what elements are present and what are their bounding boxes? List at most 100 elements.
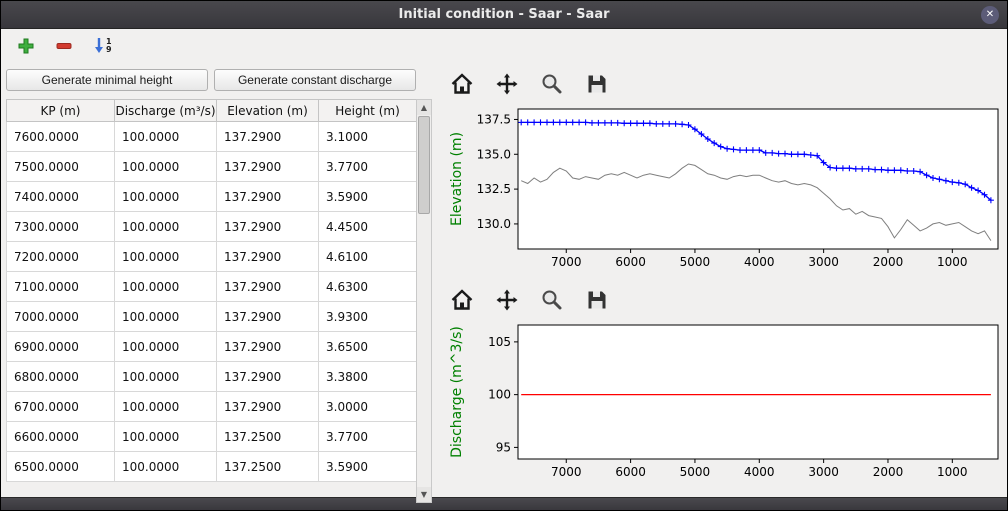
- initial-condition-panel: Generate minimal height Generate constan…: [1, 63, 438, 503]
- table-cell-discharge[interactable]: 100.0000: [114, 331, 217, 362]
- close-button[interactable]: ✕: [981, 6, 999, 24]
- table-cell-height[interactable]: 3.7700: [318, 151, 417, 182]
- table-cell-kp[interactable]: 7600.0000: [6, 121, 115, 152]
- scrollbar-thumb[interactable]: [418, 116, 430, 214]
- table-cell-height[interactable]: 4.6300: [318, 271, 417, 302]
- table-cell-elevation[interactable]: 137.2900: [216, 151, 319, 182]
- table-row[interactable]: 6700.0000 100.0000 137.2900 3.0000: [6, 391, 417, 422]
- table-cell-elevation[interactable]: 137.2900: [216, 391, 319, 422]
- table-cell-height[interactable]: 4.6100: [318, 241, 417, 272]
- table-cell-discharge[interactable]: 100.0000: [114, 181, 217, 212]
- table-cell-height[interactable]: 3.7700: [318, 421, 417, 452]
- svg-text:5000: 5000: [680, 255, 711, 269]
- column-header[interactable]: Height (m): [318, 99, 417, 122]
- table-row[interactable]: 6500.0000 100.0000 137.2500 3.5900: [6, 451, 417, 482]
- add-row-button[interactable]: [17, 37, 35, 55]
- column-header[interactable]: KP (m): [6, 99, 115, 122]
- home-icon: [451, 73, 473, 94]
- initial-condition-table: KP (m) Discharge (m³/s) Elevation (m) Heigh…: [6, 99, 417, 482]
- column-header[interactable]: Elevation (m): [216, 99, 319, 122]
- table-row[interactable]: 7100.0000 100.0000 137.2900 4.6300: [6, 271, 417, 302]
- table-cell-height[interactable]: 3.0000: [318, 391, 417, 422]
- table-cell-discharge[interactable]: 100.0000: [114, 391, 217, 422]
- svg-text:95: 95: [496, 440, 511, 454]
- scroll-down-button[interactable]: ▼: [417, 487, 431, 502]
- table-cell-discharge[interactable]: 100.0000: [114, 271, 217, 302]
- table-cell-kp[interactable]: 7000.0000: [6, 301, 115, 332]
- table-cell-elevation[interactable]: 137.2900: [216, 241, 319, 272]
- table-cell-height[interactable]: 3.5900: [318, 181, 417, 212]
- pan-button[interactable]: [493, 286, 521, 314]
- table-row[interactable]: 6900.0000 100.0000 137.2900 3.6500: [6, 331, 417, 362]
- table-cell-discharge[interactable]: 100.0000: [114, 451, 217, 482]
- table-row[interactable]: 7400.0000 100.0000 137.2900 3.5900: [6, 181, 417, 212]
- table-cell-elevation[interactable]: 137.2500: [216, 421, 319, 452]
- svg-text:Discharge (m^3/s): Discharge (m^3/s): [449, 326, 465, 458]
- table-cell-height[interactable]: 4.4500: [318, 211, 417, 242]
- table-row[interactable]: 7500.0000 100.0000 137.2900 3.7700: [6, 151, 417, 182]
- table-scrollbar[interactable]: ▲ ▼: [416, 99, 432, 503]
- table-cell-height[interactable]: 3.6500: [318, 331, 417, 362]
- table-cell-kp[interactable]: 7500.0000: [6, 151, 115, 182]
- svg-text:137.5: 137.5: [477, 112, 511, 126]
- table-cell-elevation[interactable]: 137.2900: [216, 271, 319, 302]
- table-cell-kp[interactable]: 6600.0000: [6, 421, 115, 452]
- table-cell-discharge[interactable]: 100.0000: [114, 121, 217, 152]
- title-bar[interactable]: Initial condition - Saar - Saar ✕: [1, 1, 1007, 29]
- discharge-plot-canvas[interactable]: 7000 6000 5000 4000 3000 2000 1000 95 100 105 Disc…: [446, 317, 1006, 489]
- table-cell-elevation[interactable]: 137.2900: [216, 121, 319, 152]
- remove-row-button[interactable]: [55, 37, 73, 55]
- table-cell-discharge[interactable]: 100.0000: [114, 421, 217, 452]
- table-cell-discharge[interactable]: 100.0000: [114, 301, 217, 332]
- table-cell-kp[interactable]: 6800.0000: [6, 361, 115, 392]
- table-cell-height[interactable]: 3.3800: [318, 361, 417, 392]
- table-cell-elevation[interactable]: 137.2900: [216, 361, 319, 392]
- column-header[interactable]: Discharge (m³/s): [114, 99, 217, 122]
- scroll-up-button[interactable]: ▲: [417, 100, 431, 115]
- table-cell-kp[interactable]: 7400.0000: [6, 181, 115, 212]
- table-cell-discharge[interactable]: 100.0000: [114, 241, 217, 272]
- svg-text:2000: 2000: [873, 465, 904, 479]
- table-cell-kp[interactable]: 7100.0000: [6, 271, 115, 302]
- table-cell-kp[interactable]: 6700.0000: [6, 391, 115, 422]
- save-figure-button[interactable]: [583, 70, 611, 98]
- table-row[interactable]: 7600.0000 100.0000 137.2900 3.1000: [6, 121, 417, 152]
- table-row[interactable]: 7300.0000 100.0000 137.2900 4.4500: [6, 211, 417, 242]
- home-button[interactable]: [448, 286, 476, 314]
- save-figure-button[interactable]: [583, 286, 611, 314]
- table-cell-discharge[interactable]: 100.0000: [114, 151, 217, 182]
- sort-digits: 1 9: [106, 37, 112, 54]
- sort-rows-button[interactable]: 1 9: [93, 36, 112, 56]
- table-cell-elevation[interactable]: 137.2500: [216, 451, 319, 482]
- table-cell-elevation[interactable]: 137.2900: [216, 211, 319, 242]
- home-button[interactable]: [448, 70, 476, 98]
- svg-text:130.0: 130.0: [477, 217, 511, 231]
- table-row[interactable]: 6800.0000 100.0000 137.2900 3.3800: [6, 361, 417, 392]
- svg-text:6000: 6000: [615, 465, 646, 479]
- generate-minimal-height-button[interactable]: Generate minimal height: [6, 69, 208, 91]
- zoom-button[interactable]: [538, 286, 566, 314]
- table-cell-height[interactable]: 3.9300: [318, 301, 417, 332]
- svg-text:4000: 4000: [744, 255, 775, 269]
- generate-constant-discharge-button[interactable]: Generate constant discharge: [214, 69, 416, 91]
- elevation-plot-canvas[interactable]: 7000 6000 5000 4000 3000 2000 1000 130.0 132.5 13…: [446, 101, 1006, 279]
- table-cell-height[interactable]: 3.1000: [318, 121, 417, 152]
- plots-panel: 7000 6000 5000 4000 3000 2000 1000 130.0 132.5 13…: [438, 63, 1007, 497]
- table-cell-elevation[interactable]: 137.2900: [216, 301, 319, 332]
- table-row[interactable]: 6600.0000 100.0000 137.2500 3.7700: [6, 421, 417, 452]
- table-cell-elevation[interactable]: 137.2900: [216, 181, 319, 212]
- table-cell-kp[interactable]: 7200.0000: [6, 241, 115, 272]
- table-cell-elevation[interactable]: 137.2900: [216, 331, 319, 362]
- table-row[interactable]: 7000.0000 100.0000 137.2900 3.9300: [6, 301, 417, 332]
- table-cell-kp[interactable]: 6500.0000: [6, 451, 115, 482]
- table-cell-kp[interactable]: 7300.0000: [6, 211, 115, 242]
- table-cell-discharge[interactable]: 100.0000: [114, 361, 217, 392]
- table-row[interactable]: 7200.0000 100.0000 137.2900 4.6100: [6, 241, 417, 272]
- table-cell-height[interactable]: 3.5900: [318, 451, 417, 482]
- zoom-button[interactable]: [538, 70, 566, 98]
- elevation-plot-toolbar: [446, 63, 1007, 101]
- table-cell-discharge[interactable]: 100.0000: [114, 211, 217, 242]
- pan-button[interactable]: [493, 70, 521, 98]
- table-cell-kp[interactable]: 6900.0000: [6, 331, 115, 362]
